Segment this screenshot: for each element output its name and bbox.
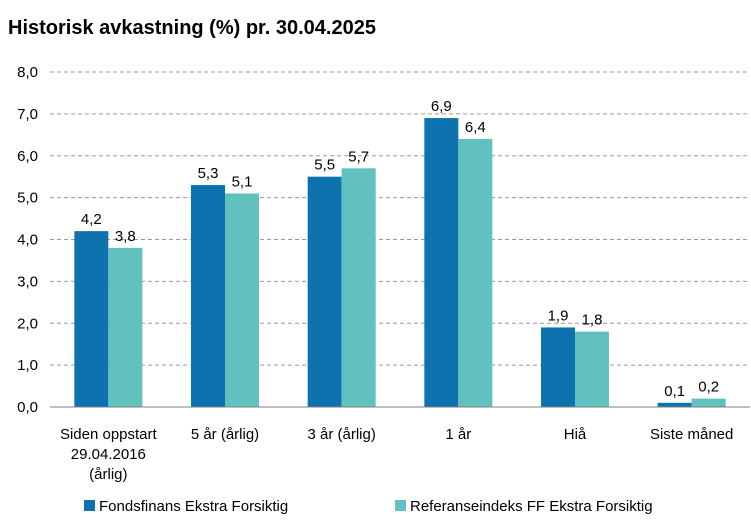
gridlines bbox=[50, 71, 750, 366]
data-label: 5,7 bbox=[348, 148, 369, 165]
data-label: 6,9 bbox=[431, 98, 452, 115]
bar bbox=[225, 193, 259, 407]
data-label: 6,4 bbox=[465, 119, 486, 136]
data-label: 5,3 bbox=[198, 165, 219, 182]
data-labels: 4,2 3,8 5,3 5,1 5,5 5,7 6,9 6,4 1,9 1,8 0,1 0,2 bbox=[81, 98, 719, 400]
y-tick-label: 7,0 bbox=[17, 106, 38, 123]
x-tick-label: 5 år (årlig) bbox=[191, 426, 259, 443]
bar bbox=[691, 398, 726, 407]
bar bbox=[657, 402, 692, 407]
y-tick-label: 8,0 bbox=[17, 64, 38, 81]
bar bbox=[541, 327, 575, 407]
bars bbox=[74, 118, 726, 407]
bar bbox=[341, 168, 376, 407]
legend-label: Fondsfinans Ekstra Forsiktig bbox=[99, 498, 288, 515]
data-label: 1,9 bbox=[548, 307, 569, 324]
data-label: 5,1 bbox=[232, 173, 253, 190]
bar bbox=[74, 231, 109, 407]
y-tick-label: 6,0 bbox=[17, 148, 38, 165]
x-tick-label: Hiå bbox=[564, 426, 587, 443]
x-tick-label: 3 år (årlig) bbox=[307, 426, 375, 443]
bar bbox=[307, 176, 342, 407]
legend-swatch bbox=[84, 500, 95, 511]
legend: Fondsfinans Ekstra Forsiktig Referanseind… bbox=[84, 498, 653, 515]
x-axis-categories: Siden oppstart 29.04.2016 (årlig) 5 år (årl… bbox=[60, 426, 733, 483]
x-tick-label: (årlig) bbox=[89, 466, 127, 483]
y-tick-label: 0,0 bbox=[17, 399, 38, 416]
y-tick-label: 5,0 bbox=[17, 190, 38, 207]
x-tick-label: Siste måned bbox=[650, 426, 733, 443]
x-tick-label: 29.04.2016 bbox=[71, 446, 146, 463]
bar bbox=[108, 247, 143, 407]
data-label: 3,8 bbox=[115, 228, 136, 245]
data-label: 5,5 bbox=[314, 157, 335, 174]
y-tick-label: 2,0 bbox=[17, 315, 38, 332]
data-label: 4,2 bbox=[81, 211, 102, 228]
data-label: 0,1 bbox=[664, 383, 685, 400]
y-tick-label: 4,0 bbox=[17, 232, 38, 249]
data-label: 1,8 bbox=[582, 312, 603, 329]
y-axis: 0,0 1,0 2,0 3,0 4,0 5,0 6,0 7,0 8,0 bbox=[17, 64, 38, 416]
legend-swatch bbox=[395, 500, 406, 511]
bar bbox=[575, 331, 609, 407]
data-label: 0,2 bbox=[698, 379, 719, 396]
bar bbox=[191, 185, 225, 407]
chart-title: Historisk avkastning (%) pr. 30.04.2025 bbox=[8, 17, 376, 39]
y-tick-label: 1,0 bbox=[17, 357, 38, 374]
x-tick-label: Siden oppstart bbox=[60, 426, 158, 443]
bar bbox=[458, 139, 493, 407]
x-tick-label: 1 år bbox=[445, 426, 471, 443]
bar bbox=[424, 118, 459, 407]
y-tick-label: 3,0 bbox=[17, 273, 38, 290]
legend-label: Referanseindeks FF Ekstra Forsiktig bbox=[410, 498, 653, 515]
